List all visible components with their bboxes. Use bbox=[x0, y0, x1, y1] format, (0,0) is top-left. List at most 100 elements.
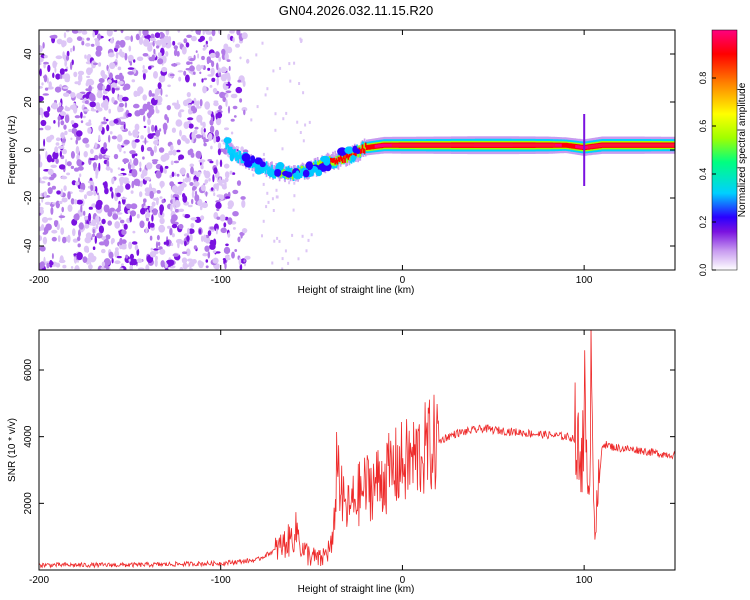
noise-speckle bbox=[72, 153, 75, 157]
noise-speckle bbox=[159, 217, 165, 225]
noise-speckle bbox=[235, 146, 240, 150]
noise-speckle bbox=[42, 93, 49, 96]
noise-speckle bbox=[133, 103, 140, 109]
noise-speckle bbox=[220, 74, 228, 82]
noise-speckle bbox=[188, 123, 194, 129]
noise-speckle bbox=[115, 79, 118, 84]
noise-speckle bbox=[118, 184, 124, 193]
noise-speckle bbox=[155, 241, 159, 250]
noise-speckle bbox=[136, 258, 143, 264]
noise-speckle bbox=[227, 200, 234, 208]
noise-speckle bbox=[265, 205, 268, 209]
noise-speckle bbox=[120, 197, 128, 200]
noise-speckle bbox=[91, 219, 97, 227]
noise-speckle bbox=[83, 210, 86, 216]
noise-speckle bbox=[55, 73, 61, 80]
noise-speckle bbox=[47, 168, 54, 175]
noise-speckle bbox=[181, 46, 187, 55]
noise-speckle bbox=[199, 35, 205, 42]
noise-speckle bbox=[147, 118, 151, 126]
noise-speckle bbox=[101, 236, 107, 241]
noise-speckle bbox=[70, 165, 75, 169]
noise-speckle bbox=[159, 128, 162, 132]
noise-speckle bbox=[86, 37, 90, 41]
noise-speckle bbox=[204, 43, 207, 50]
noise-speckle bbox=[39, 62, 42, 66]
noise-speckle bbox=[176, 173, 180, 177]
noise-speckle bbox=[204, 101, 211, 110]
noise-speckle bbox=[160, 260, 165, 268]
noise-speckle bbox=[131, 258, 138, 266]
noise-speckle bbox=[209, 52, 216, 59]
noise-speckle bbox=[44, 125, 52, 131]
noise-speckle bbox=[39, 57, 44, 63]
noise-speckle bbox=[111, 96, 115, 104]
noise-speckle bbox=[212, 87, 218, 94]
noise-speckle bbox=[287, 261, 290, 265]
x-tick-label: -200 bbox=[29, 575, 49, 586]
signal-blob bbox=[302, 169, 310, 178]
noise-speckle bbox=[78, 222, 84, 230]
noise-speckle bbox=[292, 208, 295, 212]
noise-speckle bbox=[187, 117, 194, 121]
colorbar-ticks: 0.0 0.2 0.4 0.6 0.8 bbox=[698, 29, 738, 276]
signal-blob bbox=[323, 156, 331, 166]
noise-speckle bbox=[92, 246, 96, 250]
noise-speckle bbox=[252, 173, 255, 177]
noise-speckle bbox=[59, 111, 66, 116]
noise-speckle bbox=[276, 236, 279, 240]
noise-speckle bbox=[109, 38, 114, 44]
noise-speckle bbox=[198, 228, 202, 235]
noise-speckle bbox=[221, 48, 226, 56]
noise-speckle bbox=[118, 102, 124, 108]
noise-speckle bbox=[182, 193, 186, 199]
noise-speckle bbox=[223, 43, 229, 50]
snr-background bbox=[39, 330, 675, 570]
spectrogram-x-axis: -200 -100 0 100 bbox=[29, 30, 593, 286]
noise-speckle bbox=[157, 241, 161, 246]
noise-speckle bbox=[189, 163, 195, 168]
noise-speckle bbox=[151, 159, 159, 162]
noise-speckle bbox=[299, 37, 302, 41]
noise-speckle bbox=[89, 93, 94, 101]
noise-speckle bbox=[178, 76, 182, 82]
noise-speckle bbox=[89, 101, 96, 108]
noise-speckle bbox=[146, 209, 149, 216]
noise-speckle bbox=[215, 251, 221, 254]
noise-speckle bbox=[111, 82, 118, 88]
noise-speckle bbox=[179, 266, 184, 270]
noise-speckle bbox=[190, 35, 197, 42]
noise-speckle bbox=[227, 217, 233, 225]
noise-speckle bbox=[105, 118, 109, 122]
noise-speckle bbox=[73, 255, 78, 264]
noise-speckle bbox=[123, 151, 126, 154]
noise-speckle bbox=[224, 171, 230, 179]
noise-speckle bbox=[146, 162, 153, 170]
noise-speckle bbox=[84, 100, 89, 105]
signal-blob bbox=[250, 155, 256, 164]
noise-speckle bbox=[47, 187, 53, 195]
noise-speckle bbox=[179, 113, 182, 118]
y-tick-label: 4000 bbox=[23, 425, 34, 448]
noise-speckle bbox=[76, 136, 81, 141]
colorbar-frame bbox=[711, 29, 738, 271]
noise-speckle bbox=[185, 42, 190, 48]
noise-speckle bbox=[104, 155, 111, 159]
noise-speckle bbox=[170, 160, 174, 166]
noise-speckle bbox=[209, 226, 215, 230]
noise-speckle bbox=[138, 30, 142, 37]
noise-speckle bbox=[81, 30, 88, 35]
noise-speckle bbox=[310, 233, 313, 237]
noise-speckle bbox=[161, 41, 167, 48]
noise-speckle bbox=[149, 251, 157, 258]
noise-speckle bbox=[98, 134, 101, 142]
noise-speckle bbox=[115, 44, 120, 49]
noise-speckle bbox=[57, 145, 65, 149]
noise-speckle bbox=[108, 108, 111, 114]
noise-speckle bbox=[297, 257, 300, 261]
noise-speckle bbox=[169, 181, 175, 187]
noise-speckle bbox=[70, 48, 73, 53]
noise-speckle bbox=[67, 191, 71, 200]
noise-speckle bbox=[58, 102, 62, 107]
noise-speckle bbox=[101, 248, 106, 254]
